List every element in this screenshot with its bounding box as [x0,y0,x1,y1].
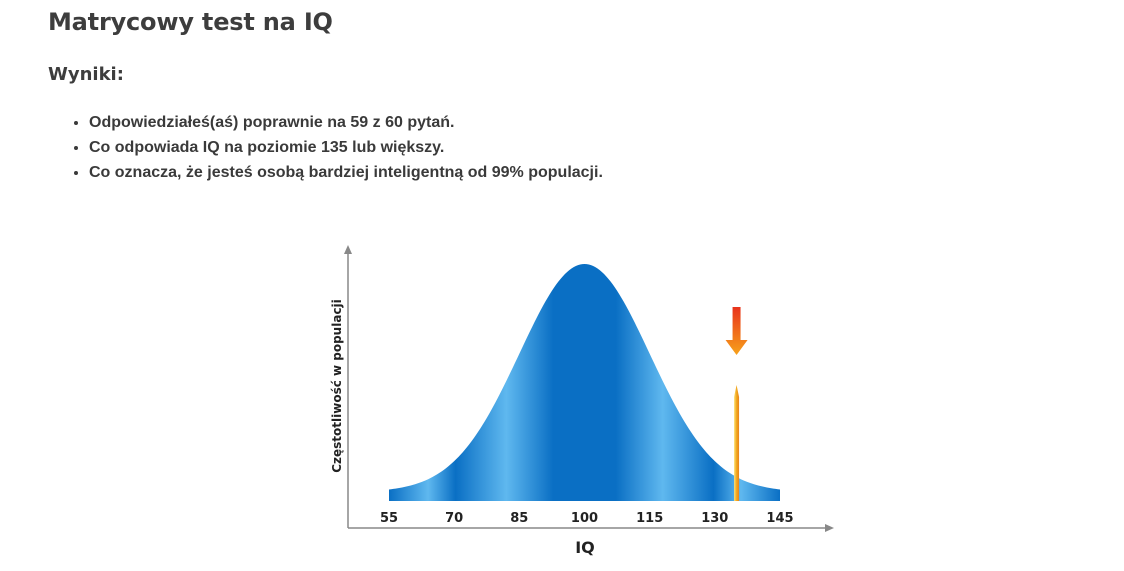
y-axis-arrowhead [344,245,352,254]
results-heading: Wyniki: [48,64,124,85]
x-tick-labels: 55 70 85 100 115 130 145 [380,511,794,526]
score-marker-arrow [725,307,748,355]
axes [344,245,834,532]
x-tick-label: 85 [510,511,528,526]
result-item-percentile: Co oznacza, że jesteś osobą bardziej int… [89,160,603,185]
result-item-iq-level: Co odpowiada IQ na poziomie 135 lub więk… [89,135,603,160]
x-tick-label: 55 [380,511,398,526]
x-tick-label: 115 [636,511,663,526]
y-axis-title: Częstotliwość w populacji [330,299,344,473]
x-axis-arrowhead [825,524,834,532]
x-tick-label: 100 [571,511,598,526]
x-axis-title: IQ [575,538,595,557]
page-title: Matrycowy test na IQ [48,8,333,36]
results-list: Odpowiedziałeś(aś) poprawnie na 59 z 60 … [71,110,603,185]
x-tick-label: 70 [445,511,463,526]
result-item-answers: Odpowiedziałeś(aś) poprawnie na 59 z 60 … [89,110,603,135]
distribution-curve [389,264,780,501]
score-marker [725,307,748,501]
x-tick-label: 130 [701,511,728,526]
x-tick-label: 145 [766,511,793,526]
score-marker-line [734,385,740,501]
